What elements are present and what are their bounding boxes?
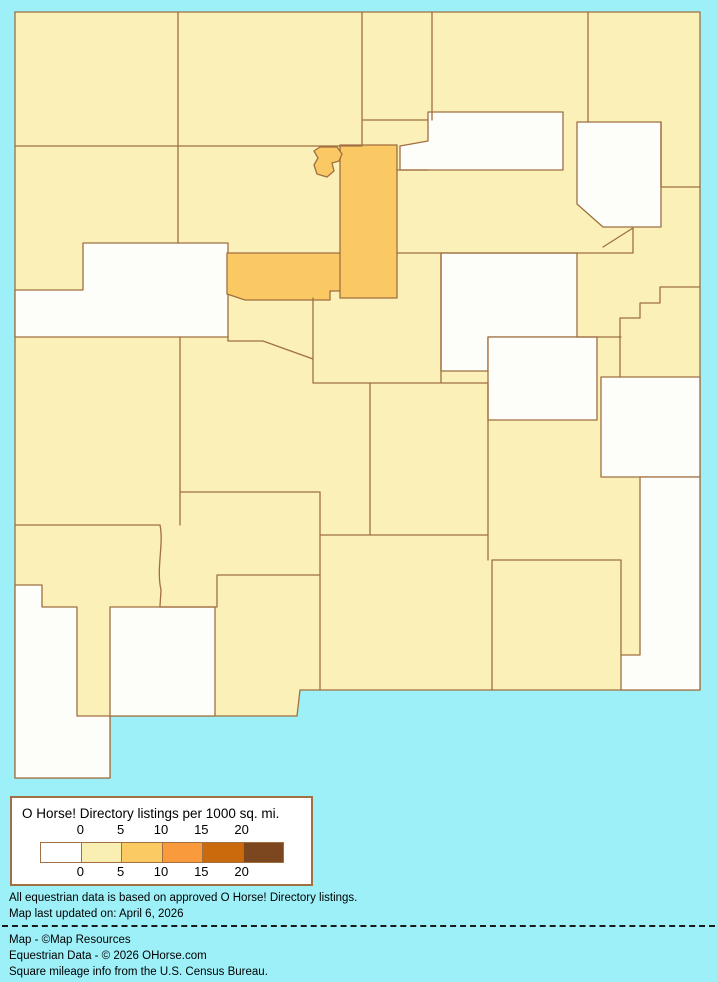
data-credit-line: Equestrian Data - © 2026 OHorse.com (9, 950, 207, 962)
legend-color-bar (40, 842, 284, 863)
county-roosevelt[interactable] (601, 377, 700, 477)
legend-tick-label: 5 (117, 864, 124, 879)
county-bernalillo[interactable] (227, 253, 347, 300)
legend-tick-label: 15 (194, 864, 208, 879)
legend-swatch-0 (41, 843, 82, 862)
legend-tick-label: 0 (77, 822, 84, 837)
map-area (0, 0, 717, 790)
legend-tick-label: 20 (234, 822, 248, 837)
legend-tick-label: 10 (154, 864, 168, 879)
legend-tick-label: 15 (194, 822, 208, 837)
dashed-separator (2, 925, 715, 927)
census-credit-line: Square mileage info from the U.S. Census… (9, 966, 268, 978)
county-luna[interactable] (110, 607, 215, 716)
legend-tick-label: 10 (154, 822, 168, 837)
legend-swatch-4 (203, 843, 244, 862)
legend-swatch-5 (244, 843, 284, 862)
county-santa-fe[interactable] (340, 145, 397, 298)
disclaimer-line: All equestrian data is based on approved… (9, 892, 357, 904)
legend-swatch-3 (163, 843, 204, 862)
county-harding[interactable] (577, 122, 661, 227)
new-mexico-county-map (0, 0, 717, 790)
last-updated-line: Map last updated on: April 6, 2026 (9, 908, 184, 920)
legend-swatch-2 (122, 843, 163, 862)
legend-tick-label: 5 (117, 822, 124, 837)
legend-swatch-1 (82, 843, 123, 862)
legend: O Horse! Directory listings per 1000 sq.… (10, 796, 313, 886)
map-credit-line: Map - ©Map Resources (9, 934, 131, 946)
legend-tick-label: 20 (234, 864, 248, 879)
legend-tick-label: 0 (77, 864, 84, 879)
legend-title: O Horse! Directory listings per 1000 sq.… (22, 806, 279, 821)
county-de-baca[interactable] (488, 337, 597, 420)
